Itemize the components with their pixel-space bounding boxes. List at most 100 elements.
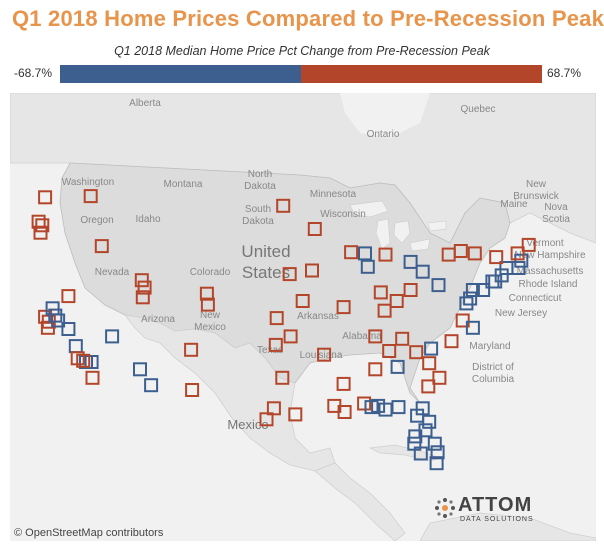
metro-marker-68[interactable]	[432, 370, 447, 385]
metro-marker-36[interactable]	[268, 337, 283, 352]
great-lakes	[349, 200, 447, 252]
metro-marker-67[interactable]	[444, 334, 459, 349]
metro-marker-42[interactable]	[317, 347, 332, 362]
metro-marker-14[interactable]	[40, 320, 55, 335]
metro-marker-57[interactable]	[403, 254, 418, 269]
metro-marker-85[interactable]	[441, 247, 456, 262]
attom-logo-icon	[435, 498, 455, 518]
metro-marker-87[interactable]	[465, 283, 480, 297]
metro-marker-52[interactable]	[373, 285, 388, 300]
central-america-landmass	[314, 462, 406, 541]
metro-marker-61[interactable]	[368, 362, 383, 377]
metro-marker-63[interactable]	[395, 331, 410, 346]
metro-marker-62[interactable]	[382, 344, 397, 358]
metro-marker-81[interactable]	[510, 246, 525, 261]
metro-marker-86[interactable]	[521, 237, 536, 252]
map-attribution[interactable]: © OpenStreetMap contributors	[14, 527, 164, 539]
metro-marker-48[interactable]	[358, 246, 372, 261]
metro-marker-96[interactable]	[427, 436, 442, 451]
metro-marker-101[interactable]	[378, 402, 393, 417]
metro-marker-34[interactable]	[295, 294, 310, 308]
map-label-south-dakota-2: Dakota	[242, 216, 274, 227]
metro-marker-3[interactable]	[35, 218, 50, 233]
metro-marker-28[interactable]	[184, 342, 199, 357]
metro-marker-93[interactable]	[413, 446, 428, 461]
metro-marker-55[interactable]	[377, 303, 392, 318]
metro-marker-4[interactable]	[33, 225, 48, 240]
metro-marker-94[interactable]	[430, 445, 445, 460]
metro-marker-17[interactable]	[51, 313, 66, 328]
metro-marker-54[interactable]	[403, 283, 418, 297]
metro-marker-22[interactable]	[85, 370, 100, 385]
metro-marker-91[interactable]	[408, 429, 423, 444]
metro-marker-83[interactable]	[467, 246, 482, 261]
metro-marker-35[interactable]	[305, 263, 319, 278]
metro-marker-95[interactable]	[429, 456, 444, 471]
metro-marker-0[interactable]	[38, 190, 53, 205]
metro-marker-16[interactable]	[48, 308, 63, 323]
metro-marker-10[interactable]	[199, 286, 214, 301]
metro-marker-60[interactable]	[390, 359, 405, 374]
metro-marker-26[interactable]	[144, 378, 159, 393]
metro-marker-73[interactable]	[463, 291, 478, 306]
metro-marker-1[interactable]	[83, 189, 98, 204]
metro-marker-45[interactable]	[327, 398, 342, 413]
metro-marker-70[interactable]	[455, 313, 470, 328]
metro-marker-59[interactable]	[368, 329, 383, 344]
map-label-connecticut: Connecticut	[509, 293, 562, 304]
page-title: Q1 2018 Home Prices Compared to Pre-Rece…	[12, 6, 604, 31]
map-label-minnesota: Minnesota	[310, 189, 357, 200]
metro-marker-18[interactable]	[61, 322, 76, 336]
metro-marker-46[interactable]	[336, 376, 351, 391]
metro-marker-51[interactable]	[378, 247, 393, 262]
metro-marker-7[interactable]	[137, 280, 152, 295]
metro-marker-72[interactable]	[459, 296, 474, 311]
metro-marker-64[interactable]	[409, 345, 424, 360]
map-label-united-states-2: States	[242, 263, 290, 282]
metro-marker-53[interactable]	[389, 294, 404, 308]
metro-marker-74[interactable]	[476, 283, 491, 297]
metro-marker-38[interactable]	[266, 401, 281, 416]
metro-marker-43[interactable]	[336, 300, 351, 315]
metro-marker-25[interactable]	[133, 362, 147, 377]
metro-marker-80[interactable]	[514, 253, 529, 268]
metro-marker-29[interactable]	[185, 383, 200, 397]
metro-marker-47[interactable]	[357, 396, 372, 411]
metro-marker-66[interactable]	[424, 341, 439, 356]
metro-marker-21[interactable]	[84, 355, 99, 369]
metro-marker-31[interactable]	[307, 222, 322, 236]
metro-marker-69[interactable]	[421, 379, 436, 394]
metro-marker-8[interactable]	[61, 289, 76, 304]
metro-marker-71[interactable]	[465, 320, 480, 335]
metro-marker-65[interactable]	[422, 356, 437, 371]
metro-marker-30[interactable]	[276, 198, 291, 213]
metro-marker-32[interactable]	[269, 311, 284, 326]
metro-marker-100[interactable]	[371, 398, 386, 413]
metro-marker-40[interactable]	[275, 370, 290, 385]
map-label-quebec: Quebec	[460, 104, 495, 115]
us-map[interactable]: Alberta Ontario Quebec Washington Montana Nor…	[10, 93, 596, 541]
metro-marker-39[interactable]	[259, 412, 274, 427]
metro-marker-9[interactable]	[135, 290, 150, 305]
map-label-wisconsin: Wisconsin	[320, 209, 366, 220]
color-legend-bar[interactable]	[60, 65, 542, 83]
metro-marker-5[interactable]	[94, 239, 109, 254]
metro-marker-41[interactable]	[288, 407, 303, 422]
metro-marker-33[interactable]	[282, 267, 297, 282]
metro-marker-58[interactable]	[431, 278, 446, 293]
metro-marker-24[interactable]	[70, 351, 85, 366]
metro-marker-77[interactable]	[494, 268, 509, 283]
metro-marker-79[interactable]	[511, 261, 526, 275]
metro-marker-50[interactable]	[344, 245, 359, 260]
map-label-new-mexico-2: Mexico	[194, 322, 226, 333]
map-label-nevada: Nevada	[95, 267, 130, 278]
map-label-new-hampshire: New Hampshire	[514, 250, 586, 261]
metro-marker-82[interactable]	[489, 250, 504, 265]
metro-marker-6[interactable]	[134, 273, 149, 288]
metro-marker-27[interactable]	[105, 329, 120, 344]
metro-marker-49[interactable]	[360, 259, 375, 274]
metro-marker-11[interactable]	[200, 297, 215, 312]
metro-marker-97[interactable]	[422, 414, 437, 429]
metro-marker-56[interactable]	[415, 264, 430, 279]
metro-marker-37[interactable]	[283, 329, 298, 344]
